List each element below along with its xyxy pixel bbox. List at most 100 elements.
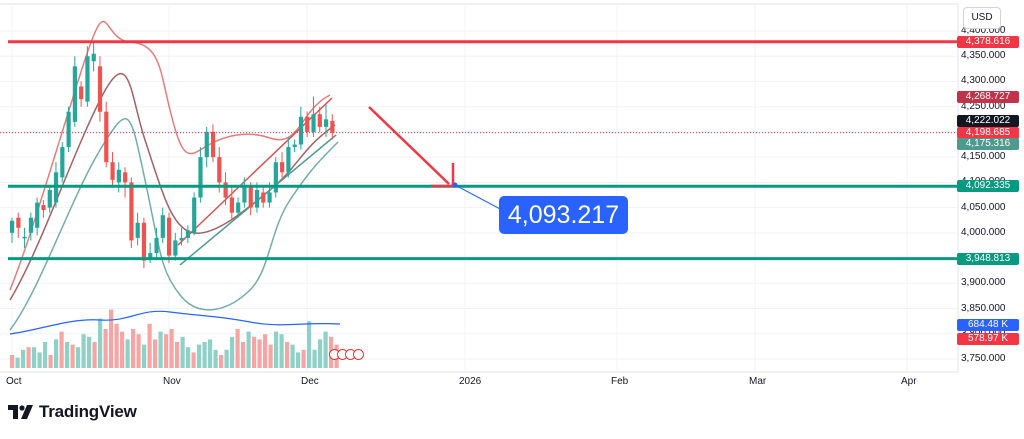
price-axis-label: 4,000.000	[961, 226, 1006, 238]
volume-bar	[120, 331, 125, 368]
volume-bar	[21, 349, 26, 368]
candle-body	[123, 172, 128, 183]
candle-body	[273, 162, 278, 193]
volume-bar	[285, 342, 290, 368]
volume-bar	[246, 331, 251, 368]
candle-body	[330, 120, 335, 133]
volume-bar	[114, 323, 119, 368]
volume-bar	[103, 329, 108, 368]
candle-body	[129, 182, 134, 241]
volume-bar	[136, 334, 141, 368]
candle-body	[60, 147, 65, 178]
volume-bar	[318, 339, 323, 368]
candle-body	[248, 187, 253, 208]
volume-bar	[235, 329, 240, 368]
us-flag-icon[interactable]	[353, 349, 364, 360]
candle-body	[280, 162, 285, 173]
time-axis-label: Apr	[901, 376, 917, 387]
volume-bar	[142, 344, 147, 368]
candle-body	[298, 116, 304, 145]
candle-body	[254, 189, 260, 208]
brand-name: TradingView	[39, 402, 137, 421]
support-level-1-tag[interactable]: 4,092.335	[957, 180, 1019, 193]
volume-bar	[268, 344, 273, 368]
current-price-tag[interactable]: 4,222.022	[957, 114, 1019, 127]
volume-bar	[263, 334, 268, 368]
time-axis-label: 2026	[459, 376, 482, 387]
candle-body	[236, 202, 241, 213]
volume-bar	[48, 355, 53, 368]
tradingview-logo[interactable]: TradingView	[8, 402, 137, 422]
currency-button[interactable]: USD	[963, 7, 1001, 29]
volume-bar	[290, 344, 295, 368]
volume-bar	[197, 344, 202, 368]
volume-bar	[131, 329, 136, 368]
time-axis-label: Feb	[611, 376, 629, 387]
tradingview-logo-icon	[8, 405, 33, 419]
candle-body	[41, 205, 46, 211]
candle-body	[317, 114, 322, 127]
volume-bar	[230, 336, 235, 368]
candle-body	[28, 217, 34, 233]
volume-bar	[65, 342, 70, 368]
candle-body	[16, 217, 21, 228]
callout-connector	[454, 184, 503, 211]
time-axis-label: Nov	[163, 376, 181, 387]
volume-bar	[158, 331, 163, 368]
candle-body	[135, 222, 140, 238]
candle-body	[85, 56, 90, 102]
volume-bar	[32, 347, 37, 368]
candle-body	[261, 192, 266, 203]
bollinger-lower	[9, 117, 339, 331]
volume-bar	[241, 342, 246, 368]
candle-body	[179, 237, 184, 241]
candle-body	[311, 114, 316, 132]
volume-bar	[213, 349, 218, 368]
candle-body	[173, 240, 178, 256]
candle-body	[292, 144, 297, 148]
candle-body	[91, 53, 96, 62]
resistance-level-tag[interactable]: 4,378.616	[957, 35, 1019, 48]
volume-ma-tag[interactable]: 684.48 K	[957, 319, 1019, 331]
candle-body	[47, 189, 52, 208]
last-close-tag[interactable]: 4,198.685	[957, 126, 1019, 139]
candle-body	[185, 230, 191, 238]
candle-body	[286, 147, 291, 173]
lower-band-tag[interactable]: 4,175.316	[957, 138, 1019, 151]
price-axis-label: 4,400.000	[961, 25, 1006, 36]
candle-body	[305, 116, 310, 132]
support-level-2-tag[interactable]: 3,948.813	[957, 252, 1019, 265]
economic-events[interactable]	[329, 349, 364, 360]
volume-last-tag[interactable]: 578.97 K	[957, 333, 1019, 345]
volume-bar	[257, 339, 262, 368]
volume-bar	[202, 342, 207, 368]
volume-bar	[70, 344, 75, 368]
volume-bar	[26, 347, 31, 368]
candle-body	[104, 111, 109, 163]
volume-bar	[81, 334, 86, 368]
volume-bar	[59, 331, 64, 368]
volume-bar	[43, 342, 48, 368]
volume-bar	[208, 339, 213, 368]
candle-body	[79, 86, 84, 100]
volume-bar	[15, 357, 20, 368]
candle-body	[72, 66, 77, 122]
volume-bar	[180, 336, 185, 368]
price-callout: 4,093.217	[499, 196, 628, 234]
volume-bar	[175, 342, 180, 368]
price-axis-label: 4,250.000	[961, 100, 1006, 112]
volume-bar	[164, 334, 169, 368]
price-axis-label: 3,850.000	[961, 302, 1006, 314]
candle-body	[148, 253, 153, 259]
volume-bar	[147, 323, 152, 368]
candle-body	[66, 111, 71, 148]
volume-bar	[307, 321, 312, 368]
volume-bar	[191, 352, 196, 368]
candle-body	[154, 237, 159, 254]
candle-body	[192, 197, 197, 233]
volume-bar	[323, 331, 328, 368]
upper-band-tag[interactable]: 4,268.727	[957, 91, 1019, 104]
time-axis-label: Oct	[6, 376, 22, 387]
